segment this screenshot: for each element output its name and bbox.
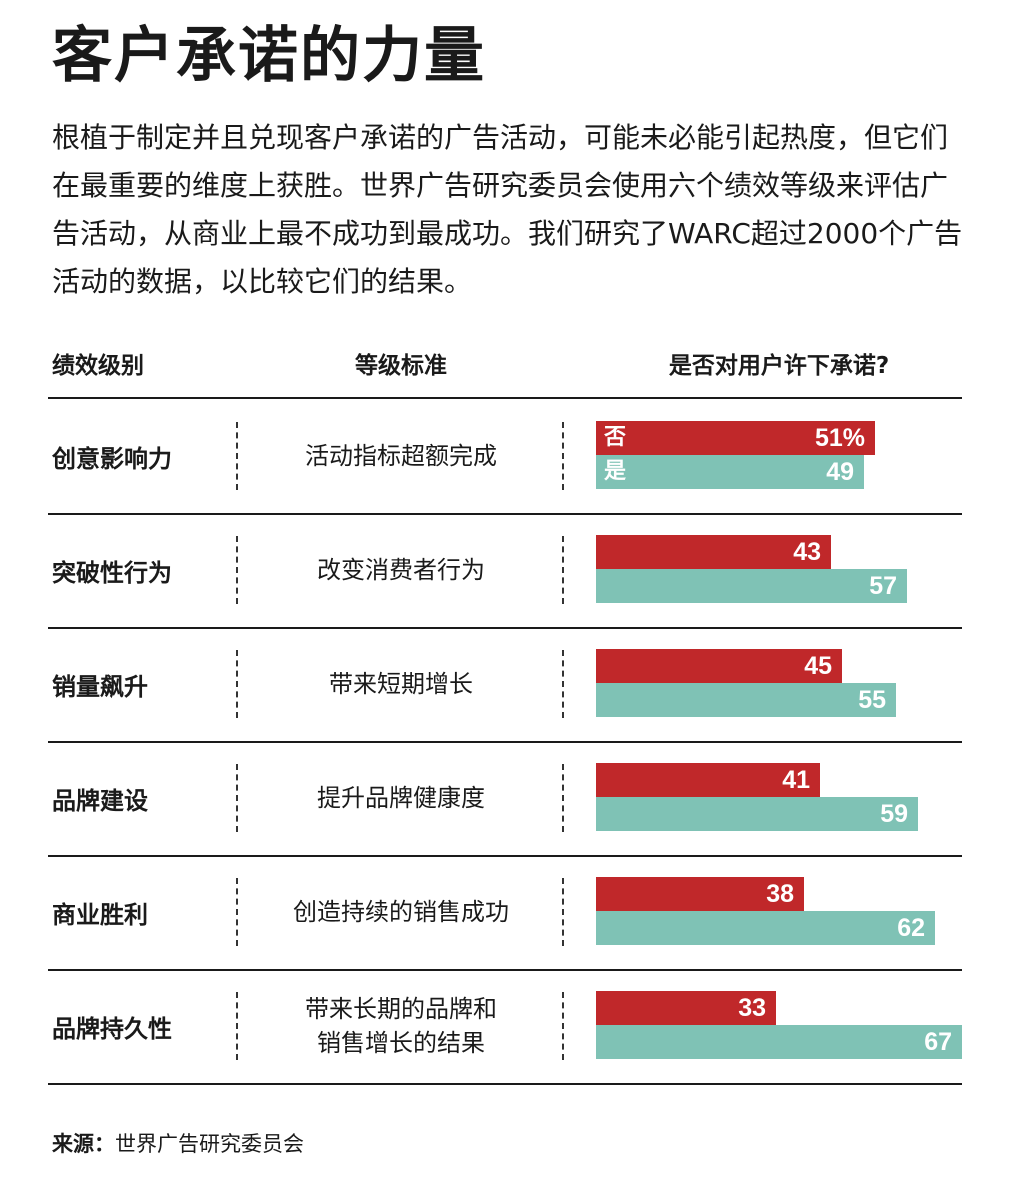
data-label: 51% [814, 424, 865, 452]
data-label: 33 [738, 994, 766, 1022]
bar-yes: 57 [596, 569, 907, 603]
bar-no: 45 [596, 649, 842, 683]
header-question: 是否对用户许下承诺? [668, 353, 890, 379]
bar-yes: 62 [596, 911, 935, 945]
level-label: 创意影响力 [52, 444, 172, 473]
level-label: 销量飙升 [52, 672, 148, 701]
source-text: 世界广告研究委员会 [115, 1132, 304, 1156]
criteria-label: 创造持续的销售成功 [293, 898, 509, 926]
data-label: 49 [826, 458, 854, 486]
bar-yes: 55 [596, 683, 896, 717]
dashed-divider [236, 536, 238, 604]
data-label: 55 [858, 686, 886, 714]
table-row: 销量飙升 带来短期增长 45 55 [48, 627, 962, 741]
dashed-divider [562, 536, 564, 604]
row-rule [48, 513, 962, 515]
row-rule [48, 741, 962, 743]
source-note: 来源：世界广告研究委员会 [52, 1126, 304, 1162]
bar-no: 33 [596, 991, 776, 1025]
dashed-divider [562, 878, 564, 946]
header-criteria: 等级标准 [355, 353, 447, 379]
series-label: 否 [604, 425, 627, 450]
bar-no: 43 [596, 535, 831, 569]
dashed-divider [562, 764, 564, 832]
page-title: 客户承诺的力量 [52, 21, 486, 91]
level-label: 商业胜利 [52, 900, 148, 929]
dashed-divider [236, 992, 238, 1060]
data-label: 38 [766, 880, 794, 908]
data-label: 45 [804, 652, 832, 680]
table-row: 突破性行为 改变消费者行为 43 57 [48, 513, 962, 627]
data-label: 59 [880, 800, 908, 828]
criteria-label: 带来短期增长 [329, 670, 473, 698]
dashed-divider [236, 764, 238, 832]
criteria-label: 提升品牌健康度 [317, 784, 485, 812]
header-level: 绩效级别 [52, 353, 144, 379]
level-label: 品牌建设 [52, 786, 148, 815]
table-row: 商业胜利 创造持续的销售成功 38 62 [48, 855, 962, 969]
table-row: 品牌持久性 带来长期的品牌和销售增长的结果 33 67 [48, 969, 962, 1083]
row-rule [48, 855, 962, 857]
source-label: 来源： [52, 1132, 115, 1156]
dashed-divider [562, 650, 564, 718]
intro-paragraph: 根植于制定并且兑现客户承诺的广告活动，可能未必能引起热度，但它们在最重要的维度上… [52, 121, 963, 298]
dashed-divider [236, 422, 238, 490]
dashed-divider [236, 650, 238, 718]
bar-no: 38 [596, 877, 804, 911]
series-label: 是 [604, 459, 627, 484]
bar-yes: 67 [596, 1025, 962, 1059]
row-rule [48, 627, 962, 629]
row-rule [48, 1083, 962, 1085]
dashed-divider [562, 422, 564, 490]
bar-no: 41 [596, 763, 820, 797]
bar-yes: 是 49 [596, 455, 864, 489]
criteria-label: 带来长期的品牌和销售增长的结果 [305, 995, 497, 1057]
data-label: 43 [793, 538, 821, 566]
table-row: 创意影响力 活动指标超额完成 否 51% 是 49 [48, 399, 962, 513]
row-rule [48, 969, 962, 971]
level-label: 突破性行为 [52, 558, 172, 587]
criteria-label: 改变消费者行为 [317, 556, 485, 584]
data-label: 67 [924, 1028, 952, 1056]
data-label: 57 [869, 572, 897, 600]
data-label: 62 [897, 914, 925, 942]
header-rule [48, 397, 962, 399]
dashed-divider [562, 992, 564, 1060]
criteria-label: 活动指标超额完成 [305, 442, 497, 470]
bar-no: 否 51% [596, 421, 875, 455]
table-row: 品牌建设 提升品牌健康度 41 59 [48, 741, 962, 855]
dashed-divider [236, 878, 238, 946]
data-label: 41 [782, 766, 810, 794]
level-label: 品牌持久性 [52, 1014, 172, 1043]
bar-yes: 59 [596, 797, 918, 831]
